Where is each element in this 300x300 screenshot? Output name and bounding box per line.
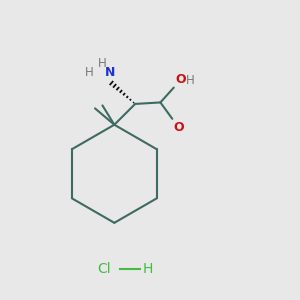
Text: N: N — [105, 66, 115, 79]
Text: O: O — [175, 73, 186, 86]
Text: H: H — [98, 57, 107, 70]
Text: H: H — [142, 262, 153, 276]
Text: Cl: Cl — [98, 262, 111, 276]
Text: H: H — [186, 74, 195, 87]
Text: O: O — [174, 121, 184, 134]
Text: H: H — [85, 66, 94, 79]
